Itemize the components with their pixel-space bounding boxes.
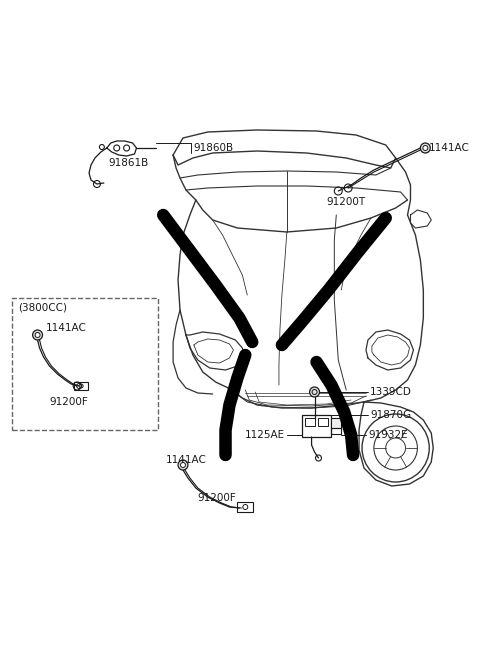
Circle shape xyxy=(310,387,320,397)
Bar xyxy=(301,415,331,437)
Bar xyxy=(12,298,158,430)
Circle shape xyxy=(124,145,130,151)
Bar xyxy=(331,428,341,434)
Circle shape xyxy=(420,143,430,153)
Circle shape xyxy=(114,145,120,151)
Text: 1125AE: 1125AE xyxy=(245,430,286,440)
Text: (3800CC): (3800CC) xyxy=(18,303,67,313)
Bar xyxy=(238,502,253,512)
Circle shape xyxy=(178,460,188,470)
Bar xyxy=(305,418,314,426)
Circle shape xyxy=(33,330,43,340)
Text: 1141AC: 1141AC xyxy=(166,455,207,465)
Text: 1339CD: 1339CD xyxy=(370,387,412,397)
Text: 1141AC: 1141AC xyxy=(429,143,470,153)
Text: 91861B: 91861B xyxy=(109,158,149,168)
Text: 91870G: 91870G xyxy=(370,410,411,420)
Circle shape xyxy=(35,333,40,337)
Bar xyxy=(331,418,341,428)
Bar xyxy=(319,418,328,426)
Circle shape xyxy=(423,145,428,151)
Text: 91200T: 91200T xyxy=(326,197,366,207)
Text: 91200F: 91200F xyxy=(198,493,237,503)
Bar xyxy=(74,382,88,390)
Text: 91860B: 91860B xyxy=(193,143,233,153)
Circle shape xyxy=(180,462,185,468)
Text: 1141AC: 1141AC xyxy=(46,323,86,333)
Text: 91200F: 91200F xyxy=(49,397,88,407)
Text: 91932E: 91932E xyxy=(368,430,408,440)
